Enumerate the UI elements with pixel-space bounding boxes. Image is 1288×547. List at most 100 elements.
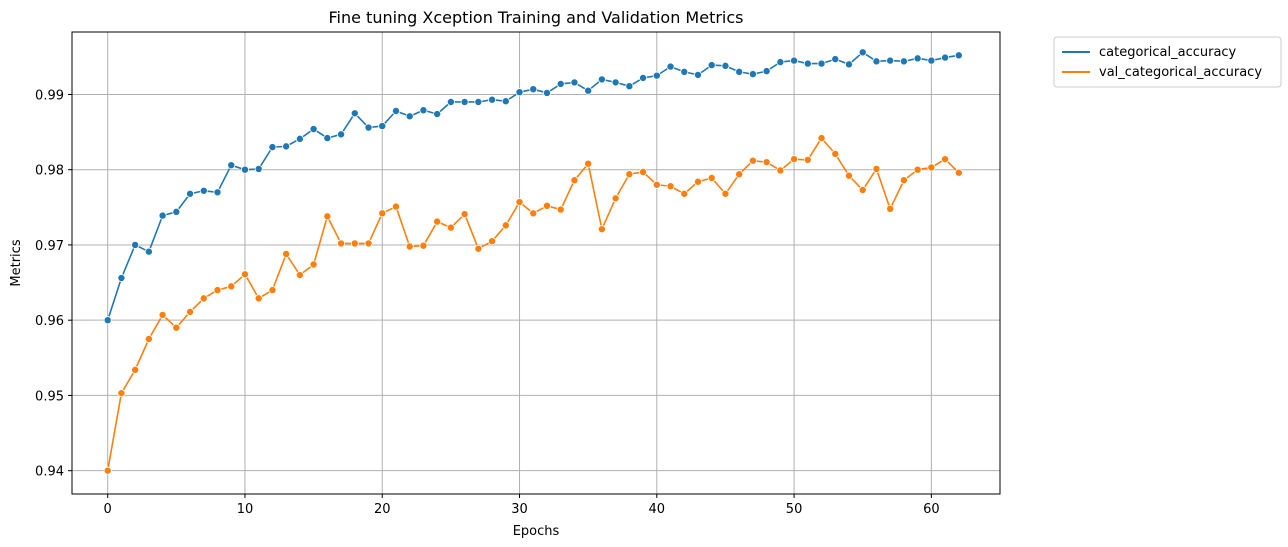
data-point-categorical-accuracy [899, 57, 908, 66]
data-point-categorical-accuracy [844, 60, 853, 69]
data-point-categorical-accuracy [776, 58, 785, 67]
data-point-categorical-accuracy [652, 71, 661, 80]
grid [72, 32, 1000, 494]
data-point-categorical-accuracy [803, 59, 812, 68]
data-point-val-categorical-accuracy [762, 158, 771, 167]
data-point-categorical-accuracy [529, 85, 538, 94]
data-point-categorical-accuracy [680, 67, 689, 76]
data-point-categorical-accuracy [858, 48, 867, 57]
data-point-categorical-accuracy [364, 123, 373, 132]
data-point-categorical-accuracy [268, 143, 277, 152]
data-point-categorical-accuracy [762, 67, 771, 76]
data-point-categorical-accuracy [282, 142, 291, 151]
y-axis-label: Metrics [9, 239, 24, 286]
data-point-categorical-accuracy [488, 95, 497, 104]
data-point-val-categorical-accuracy [611, 194, 620, 203]
data-point-val-categorical-accuracy [831, 149, 840, 158]
data-point-categorical-accuracy [144, 247, 153, 256]
data-point-categorical-accuracy [542, 88, 551, 97]
data-point-categorical-accuracy [570, 78, 579, 87]
data-point-val-categorical-accuracy [433, 217, 442, 226]
data-point-categorical-accuracy [419, 106, 428, 115]
data-point-categorical-accuracy [556, 79, 565, 88]
y-tick-label: 0.99 [35, 88, 64, 103]
data-point-categorical-accuracy [103, 316, 112, 325]
data-point-categorical-accuracy [186, 189, 195, 198]
data-point-val-categorical-accuracy [817, 134, 826, 143]
data-point-val-categorical-accuracy [117, 389, 126, 398]
data-point-val-categorical-accuracy [282, 249, 291, 258]
data-point-val-categorical-accuracy [652, 180, 661, 189]
data-point-categorical-accuracy [584, 86, 593, 95]
data-point-val-categorical-accuracy [639, 167, 648, 176]
chart-title: Fine tuning Xception Training and Valida… [328, 8, 743, 27]
data-point-val-categorical-accuracy [391, 202, 400, 211]
data-point-val-categorical-accuracy [844, 171, 853, 180]
y-tick-label: 0.97 [35, 239, 64, 254]
data-point-categorical-accuracy [913, 54, 922, 63]
legend: categorical_accuracy val_categorical_acc… [1053, 36, 1282, 88]
data-point-categorical-accuracy [405, 112, 414, 121]
data-point-val-categorical-accuracy [172, 323, 181, 332]
data-point-categorical-accuracy [460, 97, 469, 106]
data-point-val-categorical-accuracy [158, 310, 167, 319]
data-point-val-categorical-accuracy [597, 225, 606, 234]
data-point-val-categorical-accuracy [666, 182, 675, 191]
data-point-categorical-accuracy [213, 188, 222, 197]
data-point-val-categorical-accuracy [103, 466, 112, 475]
x-tick-label: 60 [923, 502, 940, 517]
data-point-categorical-accuracy [735, 67, 744, 76]
data-point-categorical-accuracy [446, 97, 455, 106]
data-point-categorical-accuracy [954, 51, 963, 60]
data-point-val-categorical-accuracy [886, 204, 895, 213]
data-point-val-categorical-accuracy [268, 286, 277, 295]
legend-label-val-categorical-accuracy: val_categorical_accuracy [1099, 65, 1262, 80]
data-point-val-categorical-accuracy [707, 173, 716, 182]
data-point-val-categorical-accuracy [378, 209, 387, 218]
data-point-val-categorical-accuracy [570, 176, 579, 185]
data-point-categorical-accuracy [639, 73, 648, 82]
data-point-val-categorical-accuracy [542, 201, 551, 210]
data-point-val-categorical-accuracy [803, 155, 812, 164]
data-point-val-categorical-accuracy [529, 209, 538, 218]
data-point-categorical-accuracy [254, 164, 263, 173]
data-point-categorical-accuracy [350, 109, 359, 118]
data-point-categorical-accuracy [391, 107, 400, 116]
data-point-val-categorical-accuracy [350, 239, 359, 248]
data-point-categorical-accuracy [817, 59, 826, 68]
data-point-val-categorical-accuracy [254, 294, 263, 303]
data-point-val-categorical-accuracy [899, 176, 908, 185]
data-point-categorical-accuracy [131, 240, 140, 249]
data-point-val-categorical-accuracy [515, 198, 524, 207]
y-tick-label: 0.98 [35, 164, 64, 179]
data-point-categorical-accuracy [172, 207, 181, 216]
data-point-val-categorical-accuracy [501, 221, 510, 230]
data-point-categorical-accuracy [501, 97, 510, 106]
data-point-val-categorical-accuracy [323, 212, 332, 221]
data-point-val-categorical-accuracy [721, 189, 730, 198]
x-tick-label: 30 [511, 502, 528, 517]
data-point-val-categorical-accuracy [556, 205, 565, 214]
data-point-categorical-accuracy [625, 82, 634, 91]
data-point-val-categorical-accuracy [927, 163, 936, 172]
x-tick-label: 10 [237, 502, 254, 517]
x-axis-label: Epochs [513, 524, 560, 539]
data-point-categorical-accuracy [611, 78, 620, 87]
data-point-categorical-accuracy [323, 134, 332, 143]
data-point-categorical-accuracy [117, 274, 126, 283]
legend-box [1053, 36, 1282, 88]
plot-series [103, 48, 963, 475]
data-point-val-categorical-accuracy [954, 168, 963, 177]
x-tick-label: 40 [649, 502, 666, 517]
data-point-val-categorical-accuracy [240, 270, 249, 279]
data-point-val-categorical-accuracy [364, 239, 373, 248]
data-point-val-categorical-accuracy [295, 271, 304, 280]
legend-label-categorical-accuracy: categorical_accuracy [1099, 45, 1237, 60]
data-point-categorical-accuracy [433, 110, 442, 119]
data-point-categorical-accuracy [378, 122, 387, 131]
x-tick-label: 50 [786, 502, 803, 517]
data-point-val-categorical-accuracy [584, 159, 593, 168]
data-point-categorical-accuracy [941, 53, 950, 62]
data-point-val-categorical-accuracy [858, 186, 867, 195]
data-point-val-categorical-accuracy [941, 155, 950, 164]
